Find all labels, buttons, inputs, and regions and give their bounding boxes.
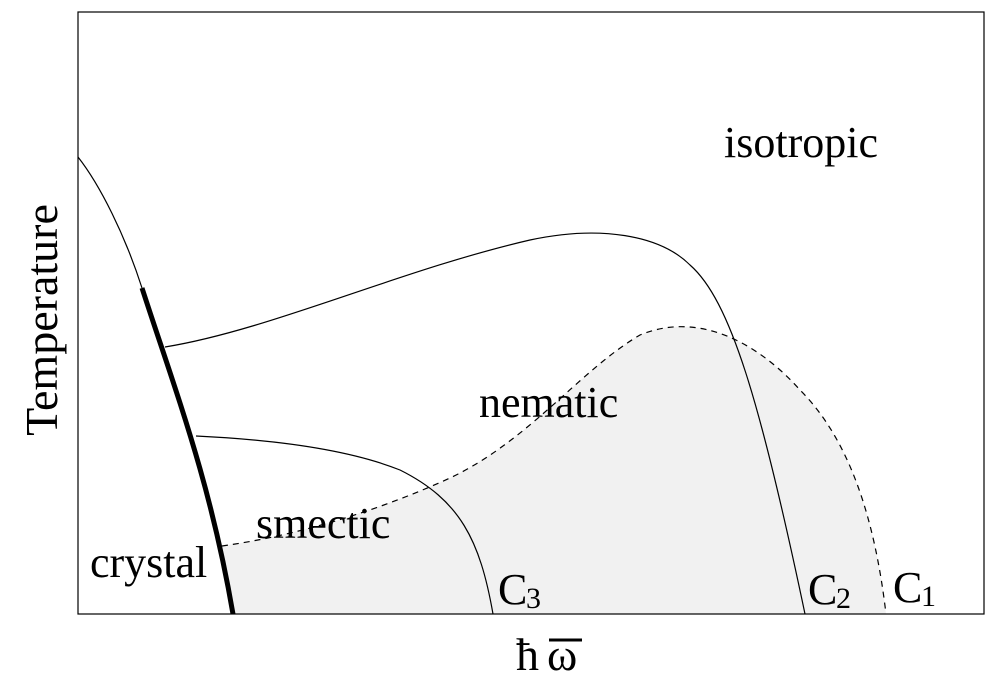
label-c2-subscript: 2 (836, 582, 851, 615)
x-axis-hbar: ħ (516, 629, 539, 680)
label-c3-letter: C (498, 565, 527, 614)
label-isotropic: isotropic (724, 118, 878, 167)
curve-c2 (164, 232, 806, 615)
label-c3: C 3 (498, 565, 541, 615)
label-c1-subscript: 1 (921, 580, 936, 613)
shaded-region-under-c1 (222, 326, 886, 614)
crystal-boundary-upper (77, 156, 143, 289)
x-axis-omega: ω (547, 629, 577, 680)
label-c2-letter: C (808, 565, 837, 614)
crystal-boundary-thick (139, 287, 236, 615)
plot-frame (77, 11, 985, 615)
x-axis-label: ħ ω (516, 629, 582, 680)
curve-c1 (221, 326, 887, 615)
y-axis-label: Temperature (16, 204, 67, 436)
label-crystal: crystal (90, 538, 207, 587)
label-c1: C 1 (893, 563, 936, 613)
label-c1-letter: C (893, 563, 922, 612)
label-c2: C 2 (808, 565, 851, 615)
label-smectic: smectic (256, 499, 390, 548)
curve-c3 (195, 435, 494, 615)
label-c3-subscript: 3 (526, 582, 541, 615)
label-nematic: nematic (479, 378, 618, 427)
